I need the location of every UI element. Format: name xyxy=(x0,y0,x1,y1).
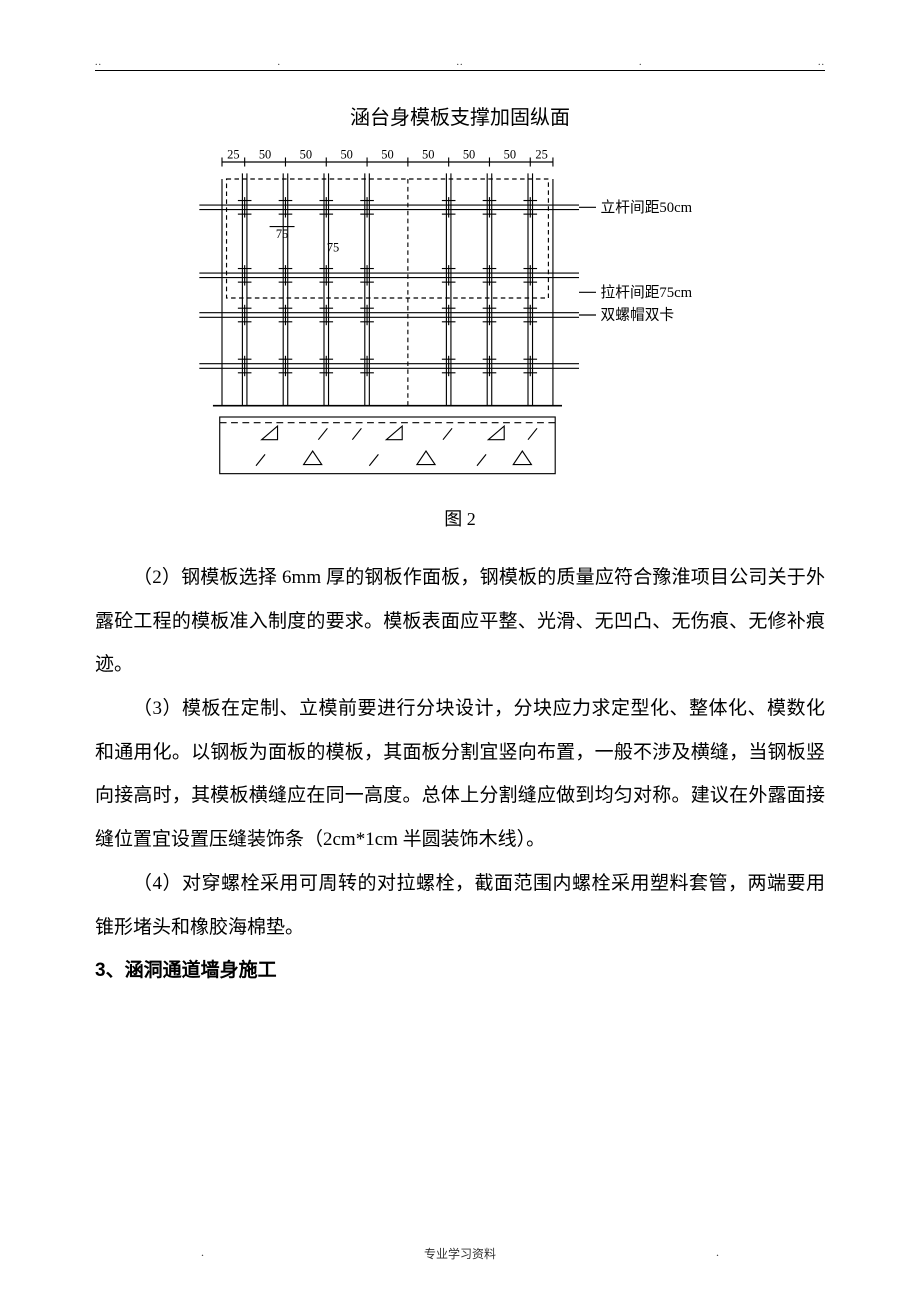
svg-text:25: 25 xyxy=(535,148,547,162)
paragraph-3: （3）模板在定制、立模前要进行分块设计，分块应力求定型化、整体化、模数化和通用化… xyxy=(95,687,825,862)
figure-title: 涵台身模板支撑加固纵面 xyxy=(95,101,825,130)
svg-text:75: 75 xyxy=(327,241,339,255)
page: .. . .. . .. 涵台身模板支撑加固纵面 25 50 50 50 50 50 50 5… xyxy=(0,0,920,1302)
formwork-diagram: 25 50 50 50 50 50 50 50 25 75 75 立杆间距50cm 拉杆间距75cm 双螺… xyxy=(180,145,740,485)
svg-text:50: 50 xyxy=(463,148,475,162)
svg-text:75: 75 xyxy=(276,227,288,241)
footer-label: 专业学习资料 xyxy=(424,1245,496,1262)
figure-wrap: 25 50 50 50 50 50 50 50 25 75 75 立杆间距50cm 拉杆间距75cm 双螺… xyxy=(95,145,825,485)
header-dots: .. . .. . .. xyxy=(95,57,825,68)
svg-text:25: 25 xyxy=(227,148,239,162)
svg-text:立杆间距50cm: 立杆间距50cm xyxy=(601,199,693,216)
svg-text:50: 50 xyxy=(259,148,271,162)
svg-text:50: 50 xyxy=(300,148,312,162)
header-dot: . xyxy=(278,57,282,68)
footer-dot: . xyxy=(201,1245,204,1262)
body-text: （2）钢模板选择 6mm 厚的钢板作面板，钢模板的质量应符合豫淮项目公司关于外露… xyxy=(95,556,825,993)
svg-text:拉杆间距75cm: 拉杆间距75cm xyxy=(601,284,693,301)
header-rule: .. . .. . .. xyxy=(95,70,825,71)
svg-text:50: 50 xyxy=(340,148,352,162)
paragraph-4: （4）对穿螺栓采用可周转的对拉螺栓，截面范围内螺栓采用塑料套管，两端要用锥形堵头… xyxy=(95,862,825,949)
header-dot: . xyxy=(639,57,643,68)
svg-text:双螺帽双卡: 双螺帽双卡 xyxy=(601,307,675,324)
header-dot: .. xyxy=(457,57,464,68)
paragraph-2: （2）钢模板选择 6mm 厚的钢板作面板，钢模板的质量应符合豫淮项目公司关于外露… xyxy=(95,556,825,687)
section-heading: 3、涵洞通道墙身施工 xyxy=(95,949,825,993)
svg-text:50: 50 xyxy=(381,148,393,162)
header-dot: .. xyxy=(95,57,102,68)
svg-text:50: 50 xyxy=(504,148,516,162)
footer: . 专业学习资料 . xyxy=(95,1245,825,1262)
header-dot: .. xyxy=(818,57,825,68)
figure-caption: 图 2 xyxy=(95,505,825,531)
svg-text:50: 50 xyxy=(422,148,434,162)
footer-dot: . xyxy=(716,1245,719,1262)
